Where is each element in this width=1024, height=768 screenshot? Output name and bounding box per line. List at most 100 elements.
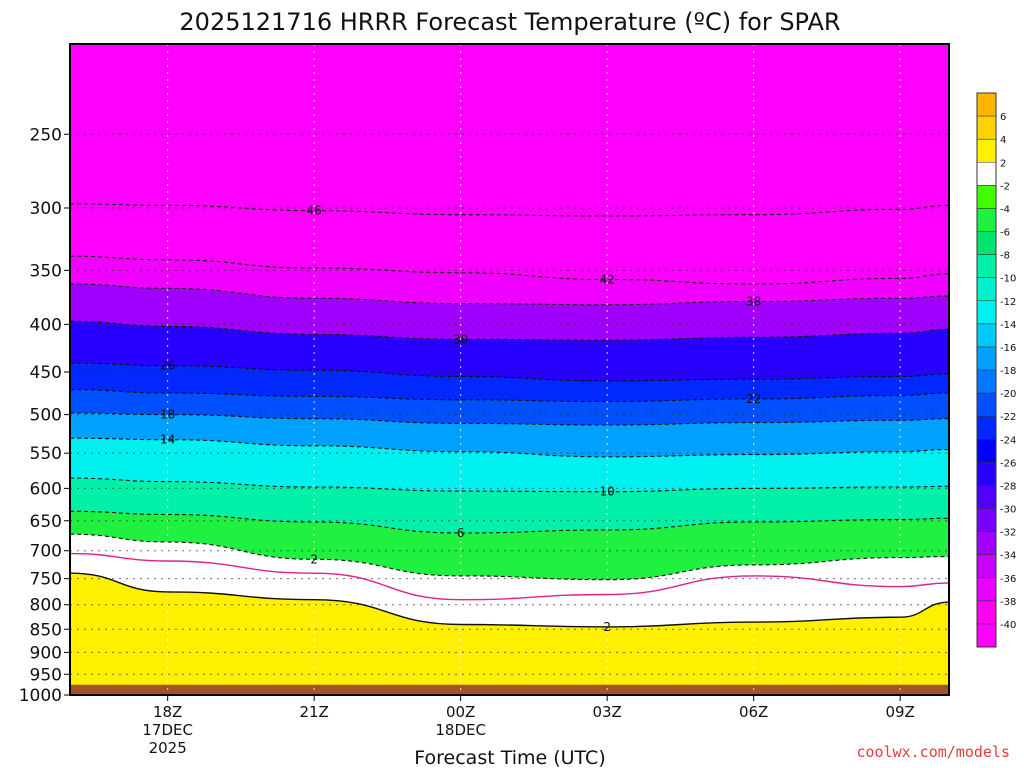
contour-line--26: [70, 362, 949, 382]
plot-frame: [69, 43, 950, 696]
contour-line--18: [70, 412, 949, 426]
colorbar-label--14: -14: [1000, 320, 1016, 331]
colorbar-label--6: -6: [1000, 228, 1010, 239]
x-tick-label-00Z-0: 00Z: [446, 703, 475, 721]
source-credit: coolwx.com/models: [856, 743, 1010, 761]
y-tick-label-950: 950: [30, 665, 62, 685]
x-tick-label-18Z-1: 17DEC: [142, 721, 193, 739]
contour-line-2: [70, 572, 949, 628]
colorbar: 6 4 2 -2 -4 -6 -8 -10 -12 -14 -16 -18 -20 -22 -24 -26 -2…: [976, 92, 1016, 648]
x-tick-label-03Z-0: 03Z: [592, 703, 621, 721]
colorbar-swatch-11: [977, 346, 996, 371]
colorbar-swatch-9: [977, 300, 996, 325]
x-tick-label-00Z-1: 18DEC: [435, 721, 486, 739]
y-tick-label-400: 400: [30, 315, 62, 335]
y-tick-label-900: 900: [30, 643, 62, 663]
colorbar-label--26: -26: [1000, 458, 1016, 469]
colorbar-swatch-1: [977, 116, 996, 140]
colorbar-swatch-4: [977, 185, 996, 209]
colorbar-swatch-12: [977, 370, 996, 394]
y-tick-label-650: 650: [30, 512, 62, 532]
colorbar-label--20: -20: [1000, 389, 1016, 400]
colorbar-label--12: -12: [1000, 297, 1016, 308]
x-axis-label: Forecast Time (UTC): [414, 747, 605, 768]
colorbar-label--18: -18: [1000, 366, 1016, 377]
colorbar-swatch-20: [977, 554, 996, 579]
colorbar-swatch-22: [977, 600, 996, 625]
contour-label--30: 30: [453, 332, 468, 346]
colorbar-swatch-6: [977, 231, 996, 255]
colorbar-swatch-15: [977, 439, 996, 463]
contour-label--26: 26: [160, 359, 175, 373]
colorbar-swatch-7: [977, 254, 996, 278]
y-tick-label-750: 750: [30, 570, 62, 590]
contour-line--46: [70, 203, 949, 217]
colorbar-label--38: -38: [1000, 597, 1016, 608]
contour-line--30: [70, 320, 949, 341]
contour-label--18: 18: [160, 408, 175, 422]
colorbar-label--28: -28: [1000, 481, 1016, 492]
y-tick-label-800: 800: [30, 596, 62, 616]
contour-line--22: [70, 389, 949, 403]
y-tick-label-500: 500: [30, 406, 62, 426]
contour-label--22: 22: [746, 392, 761, 406]
contour-line-0: [70, 552, 949, 601]
contour-label--10: 10: [600, 485, 615, 499]
colorbar-swatch-5: [977, 208, 996, 232]
colorbar-label--10: -10: [1000, 274, 1016, 285]
contour-line--10: [70, 477, 949, 493]
x-tick-label-06Z-0: 06Z: [739, 703, 768, 721]
contour-line--14: [70, 437, 949, 458]
contour-label--46: 46: [307, 204, 322, 218]
colorbar-label--22: -22: [1000, 412, 1016, 423]
contour-label-2: 2: [603, 620, 611, 634]
chart-title: 2025121716 HRRR Forecast Temperature (ºC…: [179, 8, 840, 36]
x-tick-label-18Z-0: 18Z: [153, 703, 182, 721]
colorbar-label-6: 6: [1000, 112, 1006, 123]
colorbar-label-2: 2: [1000, 158, 1006, 169]
colorbar-swatch-8: [977, 277, 996, 302]
y-tick-label-450: 450: [30, 363, 62, 383]
colorbar-swatch-3: [977, 162, 996, 186]
contour-label--6: 6: [457, 526, 465, 540]
y-tick-label-550: 550: [30, 444, 62, 464]
colorbar-swatch-18: [977, 508, 996, 532]
colorbar-label-4: 4: [1000, 135, 1006, 146]
contour-label--14: 14: [160, 433, 175, 447]
colorbar-label--4: -4: [1000, 204, 1010, 215]
colorbar-label--30: -30: [1000, 505, 1016, 516]
colorbar-swatch-10: [977, 323, 996, 348]
colorbar-swatch-17: [977, 485, 996, 509]
contour-line--6: [70, 510, 949, 534]
contour-line--42: [70, 255, 949, 285]
y-tick-label-250: 250: [30, 125, 62, 145]
colorbar-label--32: -32: [1000, 528, 1016, 539]
x-tick-label-18Z-2: 2025: [149, 739, 187, 757]
y-tick-label-300: 300: [30, 199, 62, 219]
x-tick-label-09Z-0: 09Z: [885, 703, 914, 721]
y-axis-ticks: 250 300 350 400 450 500 550 600 650 700 750 800 850 9…: [19, 125, 70, 706]
colorbar-swatch-19: [977, 531, 996, 555]
y-tick-label-850: 850: [30, 620, 62, 640]
band-fill-2: [70, 573, 949, 695]
contour-line--2: [70, 533, 949, 581]
colorbar-label--2: -2: [1000, 181, 1010, 192]
y-tick-label-600: 600: [30, 479, 62, 499]
colorbar-swatch-2: [977, 139, 996, 163]
contour-label--2: 2: [310, 552, 318, 566]
surface-band: [70, 684, 949, 695]
contour-line--38: [70, 283, 949, 306]
contour-label--38: 38: [746, 295, 761, 309]
colorbar-label--36: -36: [1000, 574, 1016, 585]
colorbar-label--24: -24: [1000, 435, 1016, 446]
contour-label--42: 42: [600, 273, 615, 287]
colorbar-swatch-14: [977, 416, 996, 440]
y-tick-label-700: 700: [30, 542, 62, 562]
colorbar-label--40: -40: [1000, 620, 1016, 631]
colorbar-swatch-21: [977, 577, 996, 602]
colorbar-label--8: -8: [1000, 251, 1010, 262]
colorbar-label--16: -16: [1000, 343, 1016, 354]
y-tick-label-350: 350: [30, 261, 62, 281]
